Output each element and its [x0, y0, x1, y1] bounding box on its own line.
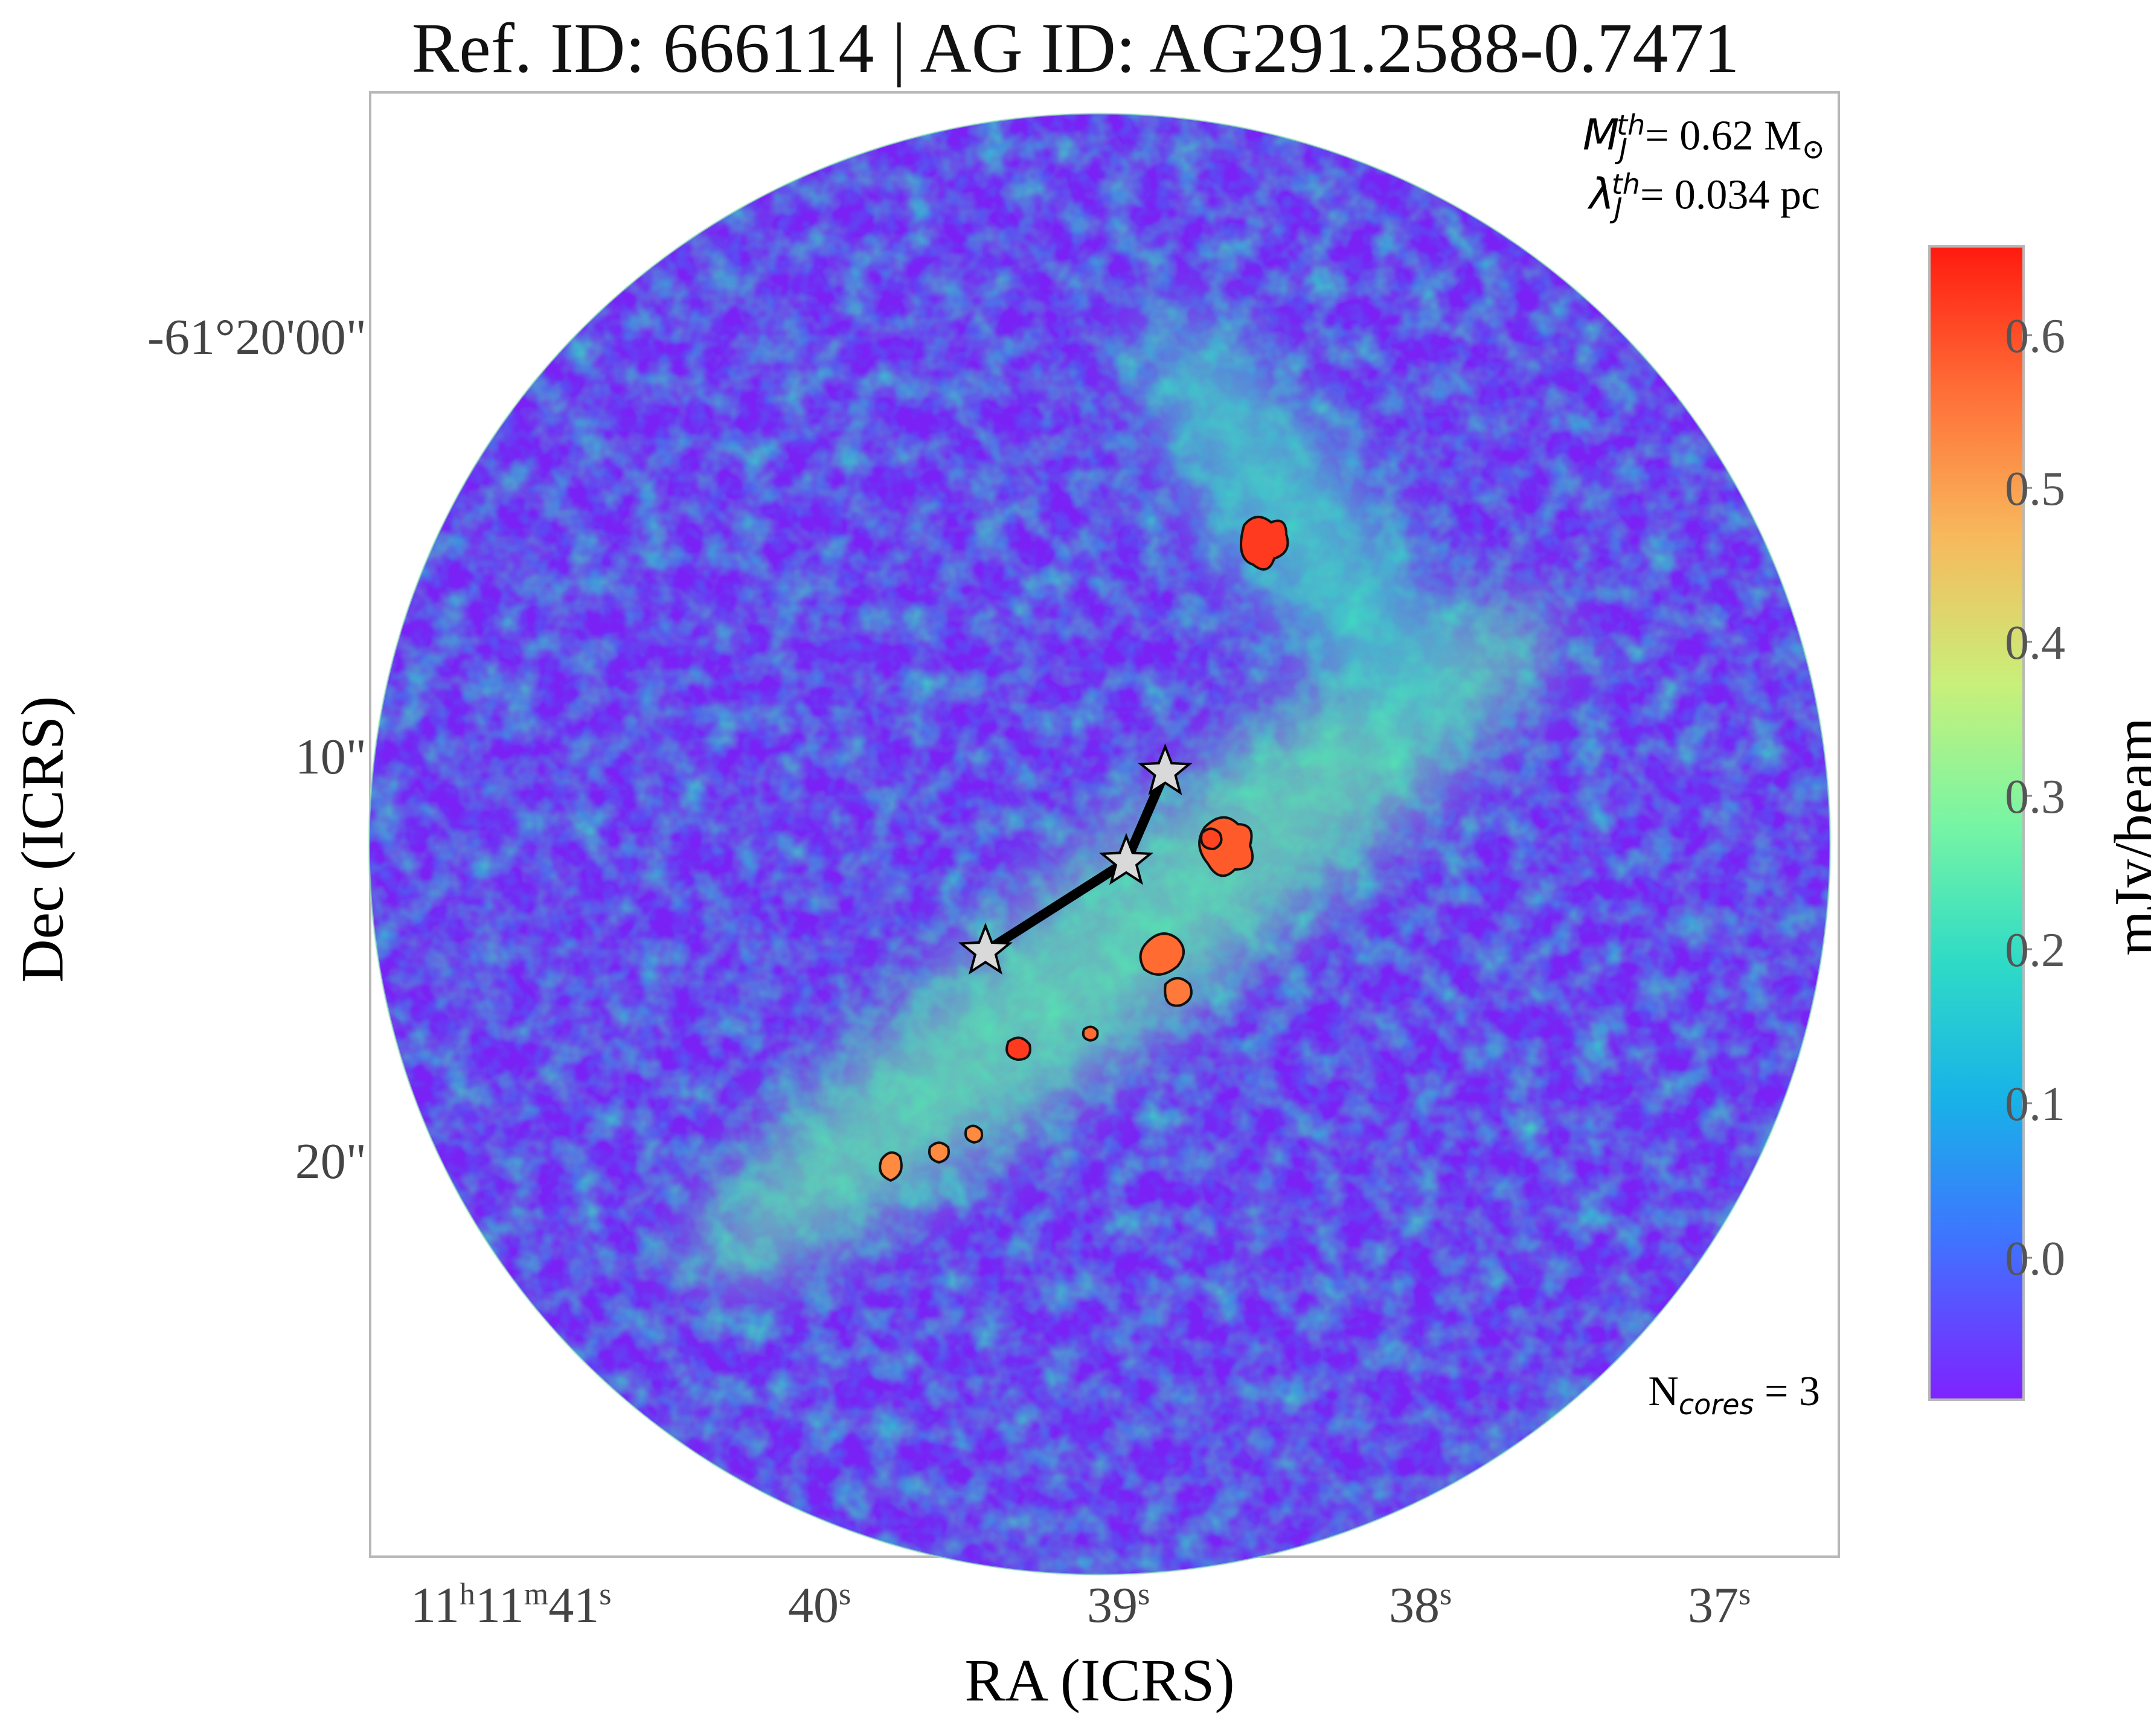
y-axis-label: Dec (ICRS) — [8, 696, 76, 983]
bright-clumps — [879, 516, 1289, 1182]
colorbar-tick-label: 0.6 — [2005, 310, 2065, 363]
y-tick-label: -61°20'00" — [147, 309, 367, 365]
jeans-mass-annotation: MJth= 0.62 M⊙ — [1583, 109, 1825, 165]
core-star-icon — [1098, 833, 1154, 885]
colorbar-tick-label: 0.4 — [2005, 617, 2065, 670]
filament-ridge — [691, 313, 1556, 1284]
colorbar-tick-label: 0.3 — [2005, 770, 2065, 824]
x-tick-label: 38s — [1389, 1577, 1452, 1633]
core-connection-line — [980, 857, 1131, 956]
core-count-prefix: N — [1648, 1368, 1679, 1415]
field-of-view — [368, 112, 1832, 1576]
figure-title: Ref. ID: 666114 | AG ID: AG291.2588-0.74… — [411, 8, 1740, 88]
colorbar — [1928, 245, 2025, 1401]
x-axis-label: RA (ICRS) — [964, 1647, 1235, 1714]
core-markers — [958, 743, 1193, 975]
colorbar-tick-label: 0.1 — [2005, 1078, 2065, 1131]
mass-symbol: M — [1583, 110, 1620, 160]
intensity-map — [369, 114, 1830, 1575]
length-subscript: J — [1614, 191, 1623, 225]
length-symbol: λ — [1589, 169, 1615, 219]
noise-texture — [369, 114, 1830, 1575]
core-star-icon — [1138, 743, 1193, 796]
mass-subscript: J — [1619, 132, 1628, 165]
y-tick-label: 20" — [295, 1133, 367, 1190]
length-superscript: th — [1611, 168, 1640, 200]
core-count-subscript: cores — [1678, 1388, 1754, 1421]
core-star-icon — [958, 922, 1013, 975]
core-count-value: = 3 — [1754, 1368, 1820, 1415]
y-tick-label: 10" — [295, 729, 367, 785]
length-value: = 0.034 pc — [1640, 171, 1820, 219]
colorbar-tick-label: 0.2 — [2005, 924, 2065, 977]
x-tick-label: 37s — [1688, 1577, 1751, 1633]
mass-superscript: th — [1617, 109, 1646, 141]
colorbar-tick-label: 0.0 — [2005, 1232, 2065, 1286]
colorbar-label: mJy/beam — [2102, 717, 2151, 956]
jeans-length-annotation: λJth= 0.034 pc — [1589, 168, 1820, 224]
colorbar-ticks: 0.6 0.5 0.4 0.3 0.2 0.1 0.0 — [2005, 310, 2065, 1286]
solar-mass-icon: ⊙ — [1801, 133, 1825, 165]
x-tick-label: 40s — [788, 1577, 851, 1633]
core-count-annotation: Ncores = 3 — [1648, 1368, 1820, 1421]
x-tick-label: 39s — [1087, 1577, 1150, 1633]
mass-value: = 0.62 M — [1645, 112, 1802, 159]
x-tick-label: 11h11m41s — [411, 1577, 612, 1633]
colorbar-tick-label: 0.5 — [2005, 463, 2065, 516]
